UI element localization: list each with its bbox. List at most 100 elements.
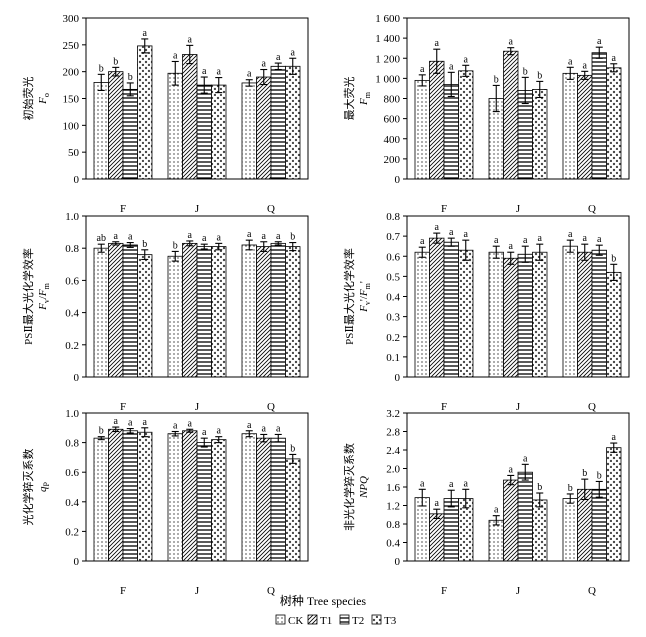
significance-letter: b	[582, 468, 587, 479]
bar-T2-J	[196, 84, 212, 180]
significance-letter: a	[464, 229, 469, 240]
significance-letter: b	[99, 63, 104, 74]
significance-letter: a	[449, 61, 454, 72]
bar-T3-Q	[285, 458, 301, 562]
bar-T1-F	[108, 71, 124, 180]
significance-letter: a	[276, 231, 281, 242]
bar-T2-Q	[270, 65, 286, 180]
bar-T2-F	[122, 88, 138, 180]
significance-letter: a	[217, 232, 222, 243]
significance-letter: a	[202, 233, 207, 244]
error-bar	[566, 239, 574, 253]
significance-letter: a	[435, 498, 440, 509]
bar-T3-Q	[285, 65, 301, 180]
significance-letter: b	[113, 56, 118, 67]
category-label: J	[516, 585, 521, 597]
y-tick-label: 0.6	[386, 251, 400, 263]
bar-CK-Q	[241, 82, 257, 180]
significance-letter: b	[494, 74, 499, 85]
category-label: J	[195, 203, 200, 215]
bar-CK-Q	[562, 72, 578, 180]
error-bar	[581, 478, 589, 501]
significance-letter: b	[537, 482, 542, 493]
bar-T2-J	[196, 442, 212, 562]
error-bar	[112, 241, 120, 246]
significance-letter: ab	[97, 233, 106, 244]
bar-T3-J	[211, 439, 227, 562]
error-bar	[418, 488, 426, 507]
y-tick-label: 3.2	[386, 408, 400, 420]
y-tick-label: 0.8	[65, 438, 79, 450]
error-bar	[433, 508, 441, 520]
category-label: F	[120, 401, 126, 413]
y-axis-label-var: Fv/Fm	[37, 282, 51, 311]
error-bar	[492, 245, 500, 259]
error-bar	[289, 242, 297, 252]
bar-T2-Q	[270, 242, 286, 378]
significance-letter: a	[538, 233, 543, 244]
bar-T3-J	[211, 84, 227, 180]
error-bar	[215, 436, 223, 444]
significance-letter: a	[247, 229, 252, 240]
bar-CK-J	[167, 255, 183, 378]
significance-letter: a	[612, 53, 617, 64]
category-label: F	[441, 585, 447, 597]
error-bar	[186, 240, 194, 247]
y-tick-label: 0.4	[386, 292, 400, 304]
bar-T1-J	[503, 479, 519, 562]
bar-T3-Q	[606, 447, 622, 562]
significance-letter: b	[611, 253, 616, 264]
error-bar	[126, 242, 134, 248]
error-bar	[610, 263, 618, 281]
error-bar	[447, 237, 455, 247]
bar-T1-Q	[256, 246, 272, 378]
category-label: Q	[267, 401, 275, 413]
bar-CK-F	[93, 247, 109, 378]
legend-item-T1: T1	[307, 614, 332, 627]
significance-letter: a	[291, 47, 296, 58]
significance-letter: a	[464, 54, 469, 65]
y-tick-label: 0.2	[65, 340, 79, 352]
error-bar	[171, 60, 179, 86]
significance-letter: a	[597, 36, 602, 47]
error-bar	[536, 492, 544, 508]
significance-letter: a	[612, 432, 617, 443]
y-tick-label: 0	[74, 174, 80, 186]
bar-T1-F	[429, 513, 445, 562]
bar-T1-F	[108, 428, 124, 562]
category-label: J	[516, 203, 521, 215]
y-tick-label: 0.8	[386, 211, 400, 223]
bar-T2-Q	[270, 437, 286, 562]
bar-T3-J	[532, 251, 548, 378]
bar-T2-F	[122, 430, 138, 562]
y-axis-label-var: Fv'/Fm'	[358, 281, 372, 313]
y-tick-label: 2.8	[386, 427, 400, 439]
significance-letter: b	[290, 232, 295, 243]
significance-letter: a	[173, 50, 178, 61]
error-bar	[126, 82, 134, 97]
error-bar	[610, 63, 618, 73]
significance-letter: a	[509, 241, 514, 252]
significance-letter: a	[114, 416, 119, 427]
y-tick-label: 0.4	[65, 308, 79, 320]
significance-letter: a	[128, 232, 133, 243]
significance-letter: a	[509, 464, 514, 475]
error-bar	[245, 430, 253, 438]
bar-T2-J	[517, 471, 533, 562]
error-bar	[462, 239, 470, 261]
significance-letter: a	[247, 420, 252, 431]
significance-letter: a	[494, 505, 499, 516]
error-bar	[141, 38, 149, 54]
significance-letter: a	[262, 231, 267, 242]
y-axis-label-cn: PSⅡ最大光化学效率	[342, 248, 356, 345]
error-bar	[274, 62, 282, 71]
error-bar	[245, 239, 253, 251]
category-label: Q	[267, 585, 275, 597]
bar-CK-J	[167, 72, 183, 180]
y-tick-label: 0.3	[386, 312, 400, 324]
y-tick-label: 0.6	[65, 275, 79, 287]
bar-CK-J	[167, 433, 183, 562]
bar-T1-Q	[577, 251, 593, 378]
y-axis-label-cn: 光化学猝灭系数	[21, 449, 35, 526]
